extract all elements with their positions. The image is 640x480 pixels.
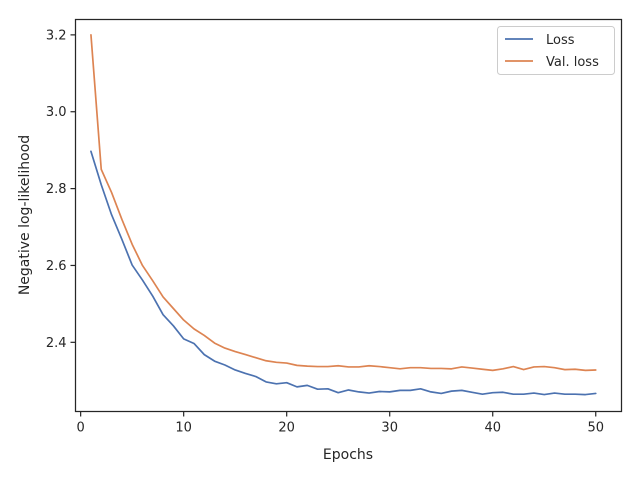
x-tick-label: 0 — [77, 421, 85, 436]
series-layer — [90, 34, 597, 396]
y-axis-title: Negative log-likelihood — [17, 135, 33, 295]
series-line-loss — [90, 150, 597, 396]
x-tick-label: 40 — [484, 421, 501, 436]
y-tick-label: 2.8 — [46, 182, 67, 197]
x-tick-label: 50 — [587, 421, 604, 436]
x-tick-label: 20 — [278, 421, 295, 436]
y-tick-label: 2.4 — [46, 336, 67, 351]
x-tick-label: 10 — [175, 421, 192, 436]
x-axis: 0 10 20 30 40 50 — [77, 411, 604, 436]
y-tick-label: 3.0 — [46, 105, 67, 120]
legend-label-val-loss: Val. loss — [546, 55, 599, 70]
series-line-val-loss — [90, 34, 597, 372]
legend: Loss Val. loss — [497, 26, 615, 75]
x-tick-label: 30 — [381, 421, 398, 436]
plot-frame — [74, 18, 623, 413]
legend-label-loss: Loss — [546, 33, 575, 48]
y-axis: 2.4 2.6 2.8 3.0 3.2 — [46, 28, 76, 351]
y-tick-label: 2.6 — [46, 259, 67, 274]
y-tick-label: 3.2 — [46, 28, 67, 43]
x-axis-title: Epochs — [323, 447, 373, 463]
